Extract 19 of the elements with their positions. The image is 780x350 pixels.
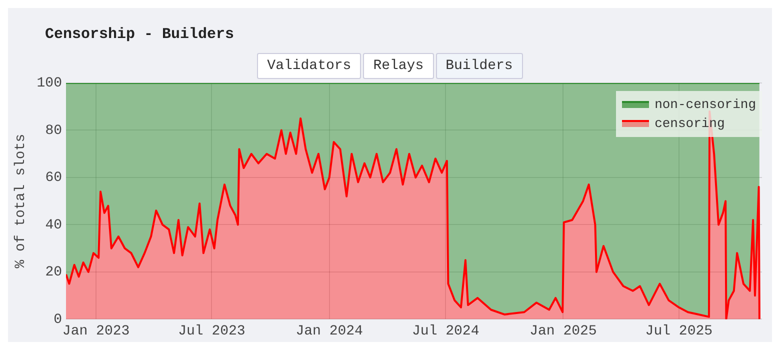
y-tick-label: 0 [54,312,62,328]
x-tick-label: Jan 2024 [296,323,363,340]
legend-label: non-censoring [654,97,756,112]
y-tick-label: 20 [45,264,62,281]
chart-title: Censorship - Builders [45,26,234,43]
y-tick-label: 80 [45,122,62,139]
x-tick-label: Jan 2023 [62,323,130,340]
y-tick-label: 40 [45,217,62,234]
x-tick-label: Jul 2025 [645,323,713,340]
text: Validators [257,53,362,79]
legend-label: censoring [654,116,725,131]
y-tick-label: 60 [45,170,62,186]
x-tick-label: Jul 2023 [178,323,246,340]
y-tick-label: 100 [36,76,62,92]
y-axis-title: % of total slots [13,134,30,268]
x-tick-label: Jul 2024 [412,323,480,340]
text: Builders [436,53,523,79]
x-tick-label: Jan 2025 [530,323,597,340]
text: Relays [363,53,434,79]
